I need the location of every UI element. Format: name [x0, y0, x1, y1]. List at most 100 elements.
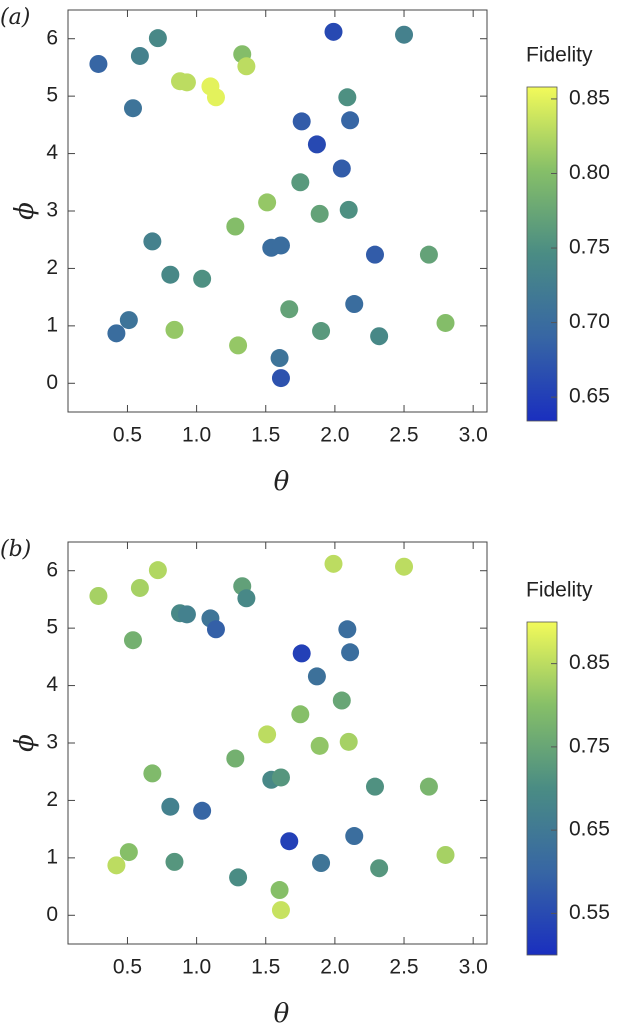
- point: [237, 589, 256, 608]
- panel-label: (a): [0, 5, 30, 30]
- y-tick-label: 6: [46, 558, 58, 581]
- point: [89, 586, 108, 605]
- colorbar-label: Fidelity: [526, 44, 593, 67]
- point: [258, 725, 277, 744]
- point: [130, 46, 149, 65]
- y-tick-label: 2: [46, 788, 58, 811]
- y-axis-label: ϕ: [10, 734, 40, 752]
- colorbar-tick-label: 0.65: [569, 818, 610, 841]
- point: [292, 644, 311, 663]
- point: [312, 854, 331, 873]
- x-tick-label: 2.0: [320, 956, 349, 979]
- x-axis-label: θ: [274, 999, 290, 1029]
- point: [324, 22, 343, 41]
- point: [165, 320, 184, 339]
- point: [177, 605, 196, 624]
- point: [291, 705, 310, 724]
- point: [165, 852, 184, 871]
- colorbar-tick-label: 0.75: [569, 236, 610, 259]
- point: [271, 901, 290, 920]
- colorbar-tick-label: 0.85: [569, 651, 610, 674]
- point: [119, 311, 138, 330]
- point: [193, 801, 212, 820]
- y-tick-label: 4: [46, 673, 58, 696]
- point: [370, 327, 389, 346]
- point: [119, 843, 138, 862]
- point: [271, 236, 290, 255]
- point: [339, 732, 358, 751]
- point: [419, 777, 438, 796]
- x-tick-label: 2.5: [389, 956, 418, 979]
- point: [436, 313, 455, 332]
- point: [89, 54, 108, 73]
- point: [123, 631, 142, 650]
- point: [345, 827, 364, 846]
- x-tick-label: 2.5: [389, 424, 418, 447]
- point: [271, 369, 290, 388]
- point: [338, 88, 357, 107]
- y-tick-label: 5: [46, 84, 58, 107]
- point: [143, 232, 162, 251]
- y-tick-label: 6: [46, 26, 58, 49]
- point: [332, 691, 351, 710]
- point: [237, 57, 256, 76]
- point: [291, 173, 310, 192]
- colorbar-tick-label: 0.70: [569, 310, 610, 333]
- colorbar-tick-label: 0.80: [569, 161, 610, 184]
- colorbar-tick-label: 0.85: [569, 86, 610, 109]
- point: [229, 868, 248, 887]
- point: [312, 322, 331, 341]
- point: [148, 561, 167, 580]
- x-tick-label: 1.5: [251, 956, 280, 979]
- point: [341, 111, 360, 130]
- point: [310, 736, 329, 755]
- point: [270, 881, 289, 900]
- point: [395, 25, 414, 44]
- x-tick-label: 1.0: [182, 424, 211, 447]
- point: [332, 159, 351, 178]
- point: [338, 620, 357, 639]
- point: [226, 217, 245, 236]
- point: [161, 797, 180, 816]
- point: [310, 204, 329, 223]
- y-tick-label: 0: [46, 371, 58, 394]
- point: [271, 768, 290, 787]
- x-tick-label: 3.0: [459, 424, 488, 447]
- y-tick-label: 2: [46, 256, 58, 279]
- point: [270, 349, 289, 368]
- colorbar-tick-label: 0.55: [569, 901, 610, 924]
- point: [148, 29, 167, 48]
- colorbar-tick-label: 0.75: [569, 734, 610, 757]
- x-tick-label: 3.0: [459, 956, 488, 979]
- point: [123, 99, 142, 118]
- point: [339, 200, 358, 219]
- y-tick-label: 3: [46, 199, 58, 222]
- x-tick-label: 0.5: [113, 424, 142, 447]
- point: [365, 777, 384, 796]
- point: [107, 324, 126, 343]
- x-axis-label: θ: [274, 467, 290, 497]
- point: [193, 269, 212, 288]
- colorbar-tick-label: 0.65: [569, 385, 610, 408]
- point: [345, 295, 364, 314]
- y-axis-label: ϕ: [10, 202, 40, 220]
- point: [341, 643, 360, 662]
- point: [177, 73, 196, 92]
- colorbar: [526, 621, 558, 956]
- point: [307, 667, 326, 686]
- point: [161, 265, 180, 284]
- point: [280, 300, 299, 319]
- colorbar-label: Fidelity: [526, 579, 593, 602]
- point: [307, 135, 326, 154]
- colorbar: [526, 86, 558, 422]
- y-tick-label: 3: [46, 731, 58, 754]
- point: [130, 578, 149, 597]
- y-tick-label: 1: [46, 313, 58, 336]
- y-tick-label: 1: [46, 845, 58, 868]
- y-tick-label: 4: [46, 141, 58, 164]
- x-tick-label: 1.0: [182, 956, 211, 979]
- point: [280, 832, 299, 851]
- point: [206, 88, 225, 107]
- x-tick-label: 0.5: [113, 956, 142, 979]
